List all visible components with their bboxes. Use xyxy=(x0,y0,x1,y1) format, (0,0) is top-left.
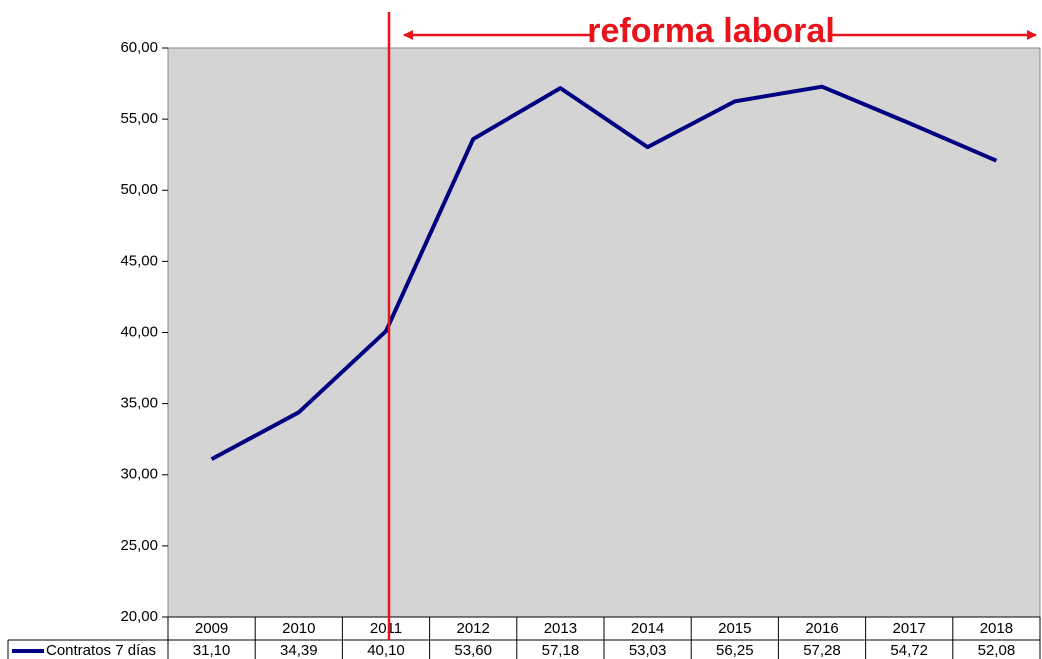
y-tick-label: 35,00 xyxy=(120,395,158,412)
x-tick-label: 2013 xyxy=(544,620,577,637)
data-table-value: 57,18 xyxy=(542,642,580,659)
x-tick-label: 2011 xyxy=(370,620,402,637)
data-table-value: 53,60 xyxy=(454,642,492,659)
legend-label: Contratos 7 días xyxy=(46,642,156,659)
y-tick-label: 40,00 xyxy=(120,323,158,340)
x-tick-label: 2017 xyxy=(893,620,926,637)
data-table-value: 40,10 xyxy=(367,642,405,659)
x-tick-label: 2014 xyxy=(631,620,664,637)
y-tick-label: 25,00 xyxy=(120,537,158,554)
y-tick-label: 20,00 xyxy=(120,608,158,625)
data-table-value: 52,08 xyxy=(978,642,1016,659)
plot-area xyxy=(167,47,1041,618)
data-table-value: 34,39 xyxy=(280,642,318,659)
annotation-text: reforma laboral xyxy=(587,12,835,50)
y-tick-label: 50,00 xyxy=(120,181,158,198)
y-tick-label: 45,00 xyxy=(120,252,158,269)
data-table-value: 53,03 xyxy=(629,642,667,659)
x-tick-label: 2009 xyxy=(195,620,228,637)
series-line xyxy=(210,84,998,461)
x-tick-label: 2018 xyxy=(980,620,1013,637)
x-tick-label: 2015 xyxy=(718,620,751,637)
data-table-value: 57,28 xyxy=(803,642,841,659)
y-tick-label: 30,00 xyxy=(120,466,158,483)
y-tick-label: 55,00 xyxy=(120,110,158,127)
x-tick-label: 2016 xyxy=(805,620,838,637)
x-tick-label: 2010 xyxy=(282,620,315,637)
data-table-value: 54,72 xyxy=(890,642,928,659)
data-table-value: 56,25 xyxy=(716,642,754,659)
data-table-value: 31,10 xyxy=(193,642,231,659)
y-tick-label: 60,00 xyxy=(120,39,158,56)
x-tick-label: 2012 xyxy=(457,620,490,637)
